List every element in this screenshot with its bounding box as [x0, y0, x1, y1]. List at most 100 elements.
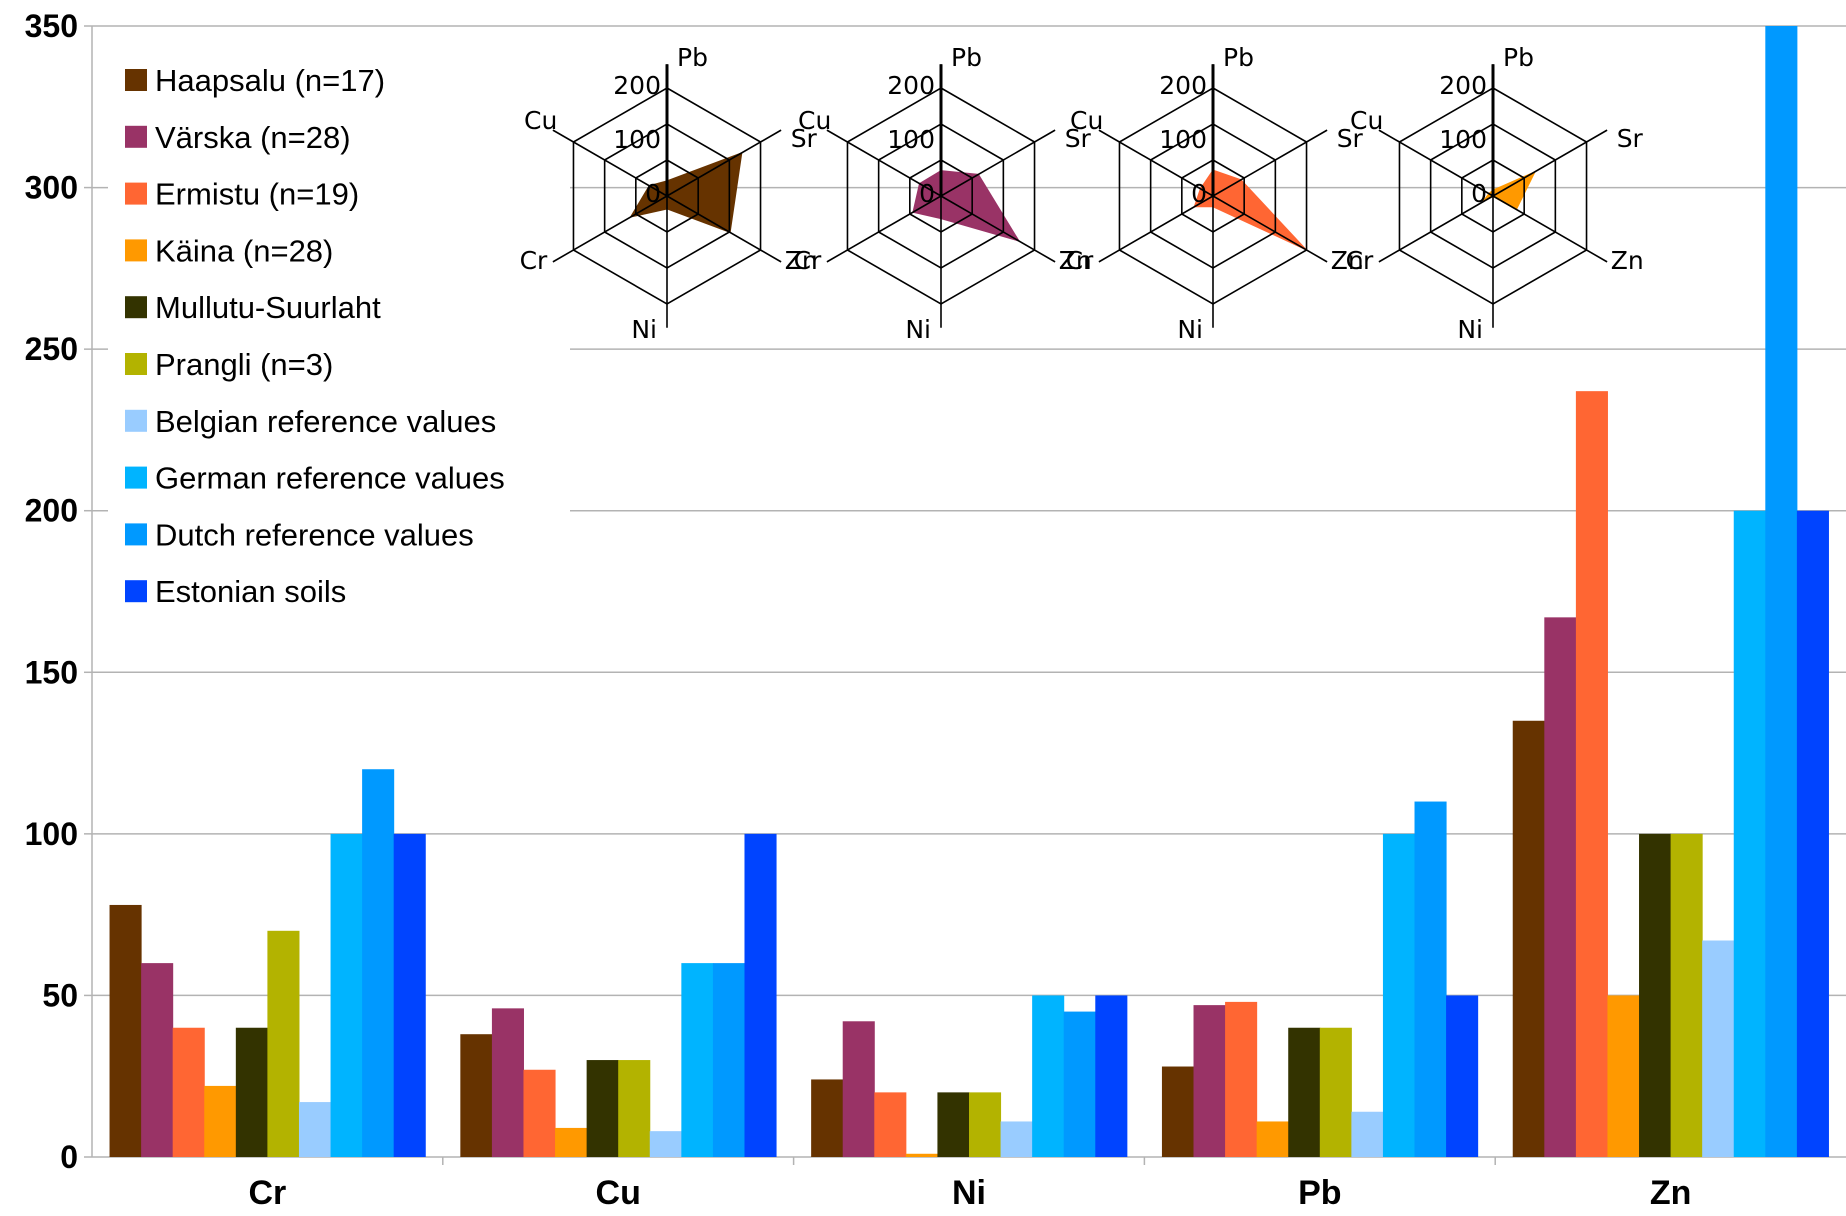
- x-tick-label: Ni: [952, 1174, 986, 1211]
- bar-zn-3: [1607, 995, 1640, 1157]
- radar-axis-label: Ni: [1457, 315, 1483, 344]
- bar-cu-4: [586, 1060, 619, 1157]
- legend-label: Ermistu (n=19): [155, 177, 359, 212]
- bar-zn-2: [1575, 391, 1608, 1157]
- bar-cr-1: [141, 963, 174, 1157]
- legend-label: German reference values: [155, 461, 505, 496]
- radar-tick-label: 100: [1439, 125, 1487, 154]
- radar-axis-label: Pb: [1223, 43, 1254, 72]
- radar-spoke: [940, 129, 1056, 197]
- bar-zn-7: [1733, 510, 1766, 1157]
- bar-cu-0: [460, 1034, 493, 1157]
- radar-axis-label: Sr: [1337, 124, 1364, 153]
- bar-cu-2: [523, 1069, 556, 1157]
- radar-axis-label: Ni: [1177, 315, 1203, 344]
- bar-ni-2: [874, 1092, 907, 1157]
- radar-spoke: [826, 195, 942, 263]
- radar-spoke: [940, 195, 1056, 263]
- bar-cu-5: [618, 1060, 651, 1157]
- radar-axis-label: Cr: [520, 246, 548, 275]
- bar-zn-5: [1670, 833, 1703, 1157]
- y-tick-label: 0: [60, 1139, 78, 1175]
- bar-pb-3: [1256, 1121, 1289, 1157]
- radar-tick-label: 200: [613, 71, 661, 100]
- radar-axis-label: Pb: [1503, 43, 1534, 72]
- legend-label: Haapsalu (n=17): [155, 63, 385, 98]
- y-tick-label: 100: [25, 816, 78, 852]
- bar-cr-6: [298, 1102, 332, 1157]
- bar-pb-4: [1288, 1027, 1321, 1157]
- radar-spoke: [552, 129, 668, 197]
- radar-axis-label: Pb: [951, 43, 982, 72]
- legend-swatch: [125, 580, 147, 603]
- radar-axis-label: Sr: [1617, 124, 1644, 153]
- bar-cr-3: [204, 1085, 237, 1157]
- radar-tick-label: 0: [645, 179, 661, 208]
- bar-cu-1: [491, 1008, 524, 1157]
- legend-label: Estonian soils: [155, 574, 346, 609]
- legend-swatch: [125, 125, 147, 148]
- radar-spoke: [552, 195, 668, 263]
- bar-cr-7: [330, 833, 363, 1157]
- legend-swatch: [125, 353, 147, 375]
- bar-cu-7: [681, 963, 714, 1157]
- bar-ni-3: [905, 1153, 938, 1157]
- radar-axis-label: Zn: [1331, 246, 1364, 275]
- legend-label: Mullutu-Suurlaht: [155, 290, 381, 325]
- bar-zn-0: [1512, 720, 1545, 1157]
- legend-swatch: [125, 69, 147, 91]
- radar-spoke: [1492, 195, 1608, 263]
- x-tick-label: Zn: [1650, 1174, 1692, 1211]
- radar-axis-label: Zn: [1059, 246, 1092, 275]
- legend-swatch: [125, 239, 147, 262]
- bar-zn-1: [1544, 617, 1577, 1157]
- radar-spoke: [1378, 195, 1494, 263]
- radar-axis-label: Zn: [785, 246, 818, 275]
- radar-chart-0: 0 100 200 Pb Sr Zn Ni Cr Cu: [520, 43, 818, 344]
- legend-label: Värska (n=28): [155, 120, 351, 155]
- x-tick-label: Cr: [249, 1174, 287, 1211]
- bar-ni-1: [842, 1021, 875, 1157]
- bar-zn-6: [1702, 940, 1735, 1157]
- bar-ni-4: [937, 1092, 970, 1157]
- radar-axis-label: Cu: [1350, 106, 1383, 135]
- bar-ni-9: [1095, 995, 1128, 1157]
- bar-pb-7: [1382, 833, 1416, 1157]
- bar-cu-8: [712, 963, 745, 1157]
- y-tick-label: 50: [42, 977, 78, 1013]
- bar-ni-7: [1032, 995, 1065, 1157]
- legend-swatch: [125, 296, 147, 319]
- radar-spoke: [826, 129, 942, 197]
- legend-swatch: [125, 466, 147, 489]
- radar-tick-label: 0: [919, 179, 935, 208]
- radar-tick-label: 100: [613, 125, 661, 154]
- radar-chart-3: 0 100 200 Pb Sr Zn Ni Cr Cu: [1346, 43, 1644, 344]
- bar-zn-8: [1765, 26, 1798, 1157]
- radar-spoke: [1212, 129, 1328, 197]
- radar-spoke: [1492, 129, 1608, 197]
- bar-cu-9: [744, 833, 777, 1157]
- bar-pb-0: [1161, 1066, 1195, 1157]
- bar-cr-8: [362, 769, 395, 1157]
- radar-spoke: [1098, 129, 1214, 197]
- bar-cr-2: [172, 1027, 205, 1157]
- radar-area: [1482, 170, 1537, 211]
- bar-zn-4: [1639, 833, 1672, 1157]
- radar-tick-label: 0: [1471, 179, 1487, 208]
- radar-spoke: [666, 129, 782, 197]
- legend-swatch: [125, 409, 147, 432]
- radar-axis-label: Sr: [791, 124, 818, 153]
- bar-cu-6: [649, 1131, 682, 1157]
- radar-axis-label: Ni: [631, 315, 657, 344]
- bar-pb-2: [1225, 1001, 1258, 1157]
- radar-spoke: [1212, 195, 1328, 263]
- bar-pb-6: [1351, 1111, 1384, 1157]
- y-tick-label: 300: [25, 170, 78, 206]
- y-tick-label: 350: [25, 8, 78, 44]
- radar-tick-label: 0: [1191, 179, 1207, 208]
- radar-spoke: [1098, 195, 1214, 263]
- radar-axis-label: Cu: [1070, 106, 1103, 135]
- radar-spoke: [666, 195, 782, 263]
- radar-area: [1193, 169, 1307, 251]
